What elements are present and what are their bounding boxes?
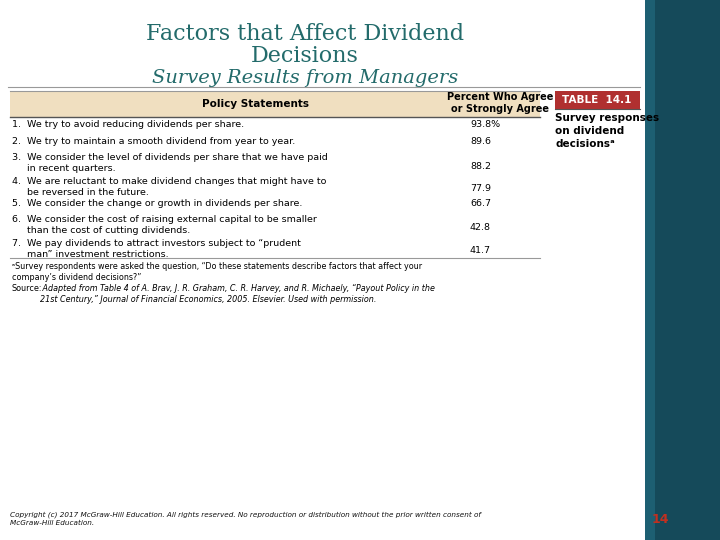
- Text: 2.  We try to maintain a smooth dividend from year to year.: 2. We try to maintain a smooth dividend …: [12, 137, 295, 146]
- Text: 14: 14: [652, 513, 670, 526]
- Text: 93.8%: 93.8%: [470, 120, 500, 129]
- Text: 1.  We try to avoid reducing dividends per share.: 1. We try to avoid reducing dividends pe…: [12, 120, 244, 129]
- Text: Survey responses
on dividend
decisionsᵃ: Survey responses on dividend decisionsᵃ: [555, 113, 659, 150]
- Text: TABLE  14.1: TABLE 14.1: [562, 95, 631, 105]
- Bar: [645, 0, 720, 540]
- Text: Decisions: Decisions: [251, 45, 359, 67]
- Text: 42.8: 42.8: [470, 223, 491, 232]
- Text: 89.6: 89.6: [470, 137, 491, 146]
- Text: 5.  We consider the change or growth in dividends per share.: 5. We consider the change or growth in d…: [12, 199, 302, 208]
- Text: Factors that Affect Dividend: Factors that Affect Dividend: [146, 23, 464, 45]
- Bar: [655, 0, 720, 540]
- Bar: [555, 91, 640, 109]
- Text: 7.  We pay dividends to attract investors subject to “prudent
     man” investme: 7. We pay dividends to attract investors…: [12, 239, 301, 259]
- Text: Adapted from Table 4 of A. Brav, J. R. Graham, C. R. Harvey, and R. Michaely, “P: Adapted from Table 4 of A. Brav, J. R. G…: [40, 284, 435, 304]
- Text: Copyright (c) 2017 McGraw-Hill Education. All rights reserved. No reproduction o: Copyright (c) 2017 McGraw-Hill Education…: [10, 512, 481, 526]
- Text: Policy Statements: Policy Statements: [202, 99, 308, 109]
- Text: 77.9: 77.9: [470, 184, 491, 193]
- Text: Percent Who Agree
or Strongly Agree: Percent Who Agree or Strongly Agree: [447, 92, 553, 114]
- Text: Survey Results from Managers: Survey Results from Managers: [152, 69, 458, 87]
- Bar: [10, 91, 540, 117]
- Text: 4.  We are reluctant to make dividend changes that might have to
     be reverse: 4. We are reluctant to make dividend cha…: [12, 177, 326, 197]
- Text: 41.7: 41.7: [470, 246, 491, 255]
- Text: 6.  We consider the cost of raising external capital to be smaller
     than the: 6. We consider the cost of raising exter…: [12, 215, 317, 235]
- Text: ᵃSurvey respondents were asked the question, “Do these statements describe facto: ᵃSurvey respondents were asked the quest…: [12, 262, 422, 282]
- Text: 66.7: 66.7: [470, 199, 491, 208]
- Text: Source:: Source:: [12, 284, 42, 293]
- Text: 88.2: 88.2: [470, 162, 491, 171]
- Text: 3.  We consider the level of dividends per share that we have paid
     in recen: 3. We consider the level of dividends pe…: [12, 153, 328, 173]
